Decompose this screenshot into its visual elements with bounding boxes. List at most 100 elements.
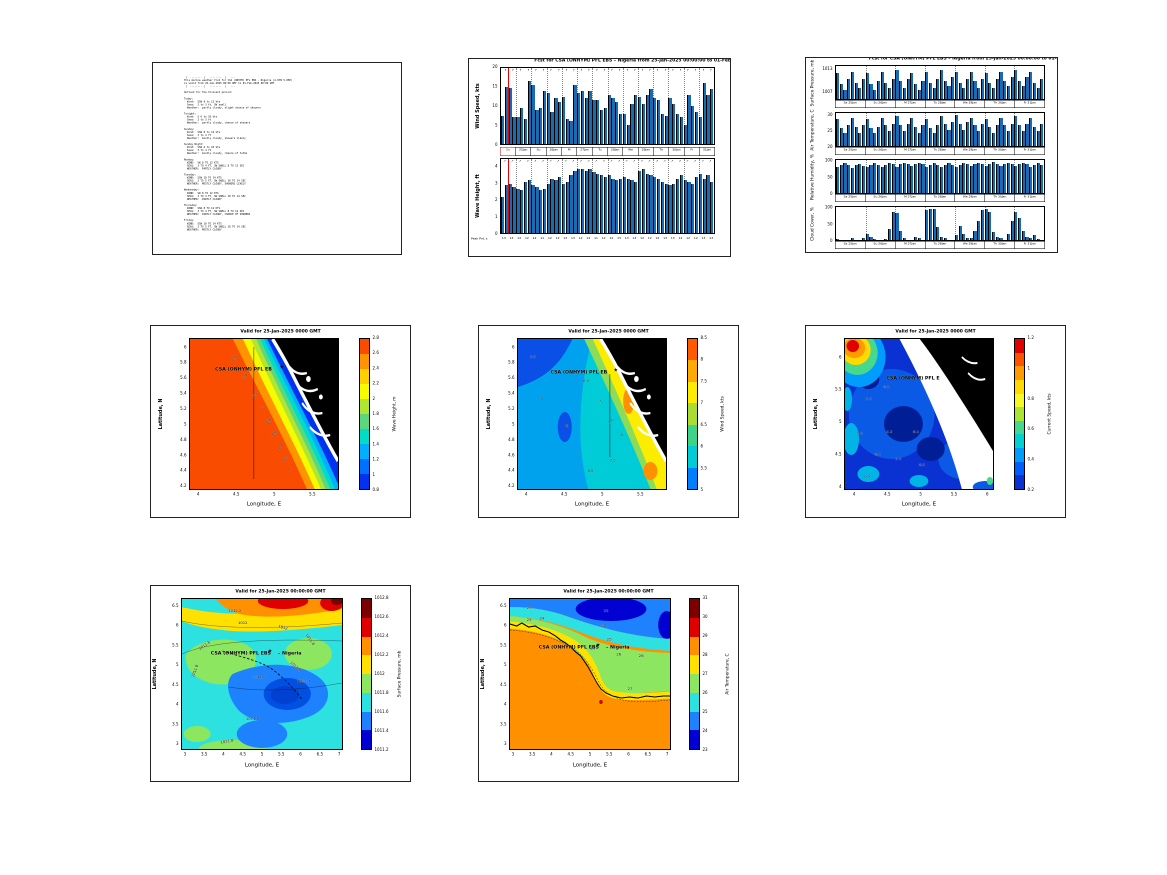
colorbar-band	[360, 384, 369, 399]
bar	[980, 210, 985, 240]
x-axis-label: Longitude, E	[244, 762, 280, 769]
bar	[1014, 166, 1018, 193]
day-label-box: Su 26Jan	[864, 241, 896, 249]
bar	[984, 165, 988, 193]
bar	[984, 208, 988, 240]
tick-label: 10	[492, 103, 498, 108]
text-line: WIND: SW 8 TO 12 KTS	[184, 191, 219, 195]
text-line: Monday:	[184, 158, 195, 162]
bar	[653, 98, 657, 144]
day-label-box: Th 30Jan	[984, 100, 1016, 108]
swell-direction-row: ↗ ↗ ↗ ↗ ↗ ↗ ↗ ↗ ↗ ↗ ↗ ↗ ↗ ↗ ↗ ↗ ↗ ↗ ↗ ↗ ↗ ↗ ↗ ↗ ↗ ↗ ↗ ↗	[501, 160, 714, 166]
bar	[603, 107, 607, 144]
direction-arrow-icon: ↗	[701, 159, 704, 163]
day-label-box: Su 26Jan	[864, 100, 896, 108]
lat-ticks: 6 5.8 5.6 5.4 5.2 5 4.8 4.6 4.4 4.2	[496, 338, 515, 490]
wave-y-axis: 4 3 2 1 0	[484, 158, 498, 236]
day-label-box: We 29Jan	[954, 194, 986, 202]
colorbar-band	[1015, 407, 1024, 421]
bar	[660, 182, 665, 233]
day-label-box: 27Jan	[576, 147, 593, 156]
bar	[694, 111, 699, 144]
gridline	[954, 207, 956, 240]
day-label-box: Sa 25Jan	[835, 194, 866, 202]
bar	[895, 166, 899, 193]
colorbar-band	[360, 354, 369, 369]
bar	[847, 78, 851, 99]
tick-label: 1013	[822, 66, 833, 71]
bar	[947, 163, 951, 193]
bar	[925, 71, 929, 99]
bar	[977, 221, 981, 240]
bar	[873, 89, 877, 99]
colorbar-band	[688, 403, 697, 425]
bar	[940, 69, 944, 99]
bar	[702, 178, 706, 233]
bar	[672, 183, 676, 233]
chart-title: Fcst for CSA (ONHYM) PFL EBS – Nigeria f…	[868, 57, 1057, 61]
bar	[577, 92, 581, 144]
bar	[656, 178, 661, 233]
tick-label: 4	[175, 702, 179, 707]
tick-label: 0.8	[372, 487, 379, 492]
bar	[869, 84, 873, 99]
day-label-box: Th 30Jan	[984, 194, 1016, 202]
value-label: 12	[601, 236, 606, 240]
bar	[656, 100, 661, 144]
tick-label: 1012.6	[374, 614, 389, 619]
contour-labels: 1012.2 1012 1012 1011.8 1011.8 1011.6 1011.6 10…	[182, 599, 342, 749]
day-label-box: M 27Jan	[894, 194, 926, 202]
contour-label: 0.3	[864, 474, 871, 480]
value-label: 12	[517, 236, 522, 240]
direction-arrow-icon: ↗	[503, 159, 507, 163]
bar	[992, 132, 996, 146]
bar	[947, 86, 951, 99]
tick-label: 4.4	[508, 468, 515, 473]
colorbar-band	[360, 339, 369, 354]
text-line: Wind: S 6 to 10 kts	[184, 115, 218, 119]
bar	[687, 94, 691, 144]
bar	[641, 168, 646, 233]
bar	[932, 209, 936, 240]
bar	[984, 119, 988, 146]
tick-label: 5.2	[508, 406, 515, 411]
day-label-box: 30Jan	[668, 147, 685, 156]
text-line: Friday:	[184, 219, 195, 223]
colorbar-label: Current Speed, kts	[1046, 393, 1052, 435]
bar	[862, 125, 866, 146]
text-line: WEATHER: MOSTLY CLOUDY	[184, 228, 222, 232]
bar	[535, 186, 539, 233]
tick-label: 5.5	[606, 752, 613, 757]
tick-label: 5	[175, 662, 179, 668]
bar	[1010, 77, 1014, 99]
bar	[1021, 86, 1025, 99]
tick-label: 50	[827, 221, 833, 227]
colorbar-ticks: 31 30 29 28 27 26 25 24 23	[702, 595, 724, 752]
swell-dir-arrows: ↗ ↗ ↗ ↗ ↗ ↗ ↗ ↗ ↗ ↗ ↗ ↗ ↗ ↗ ↗ ↗ ↗ ↗ ↗ ↗ ↗ ↗ ↗ ↗ ↗ ↗ ↗ ↗	[501, 160, 714, 166]
value-label: 12	[640, 236, 644, 240]
tick-label: 4.5	[567, 752, 574, 757]
text-line: Tuesday:	[184, 173, 197, 177]
tick-label: 100	[824, 205, 833, 210]
bar	[847, 125, 851, 146]
bar	[580, 168, 585, 233]
tick-label: 20	[827, 144, 833, 149]
gridline	[865, 207, 867, 240]
bar	[672, 104, 676, 144]
bar	[869, 236, 873, 240]
tick-label: 31	[702, 595, 708, 600]
tick-label: 4.8	[180, 437, 187, 442]
temp-yticks: 30 25 20	[818, 112, 833, 149]
bar	[932, 88, 936, 99]
bar	[542, 188, 547, 233]
bar	[550, 178, 554, 233]
bar	[995, 236, 999, 240]
gridline	[622, 68, 624, 144]
station-label: CSA (ONHYM) PFL EB	[215, 366, 272, 372]
bar	[664, 183, 668, 233]
day-label-box: Sa	[500, 147, 516, 156]
humidity-axis-label: Relative Humidity, %	[809, 153, 815, 201]
wind-direction-row: ↑ ↑ ↑ ↑ ↑ ↑ ↑ ↑ ↑ ↑ ↑ ↑ ↑ ↑ ↑ ↑ ↑ ↑ ↑ ↑ ↑ ↑ ↑ ↑ ↑ ↑ ↑ ↑	[501, 68, 714, 75]
colorbar-band	[1015, 434, 1024, 448]
bar	[618, 113, 623, 144]
